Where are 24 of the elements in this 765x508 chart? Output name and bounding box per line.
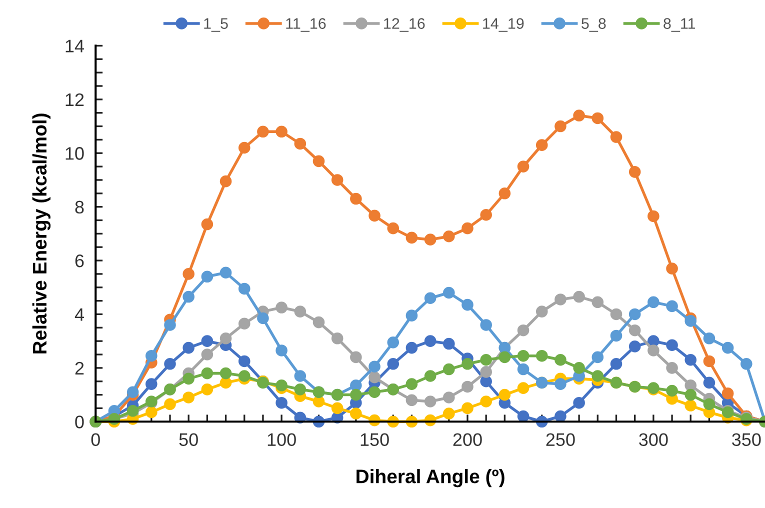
legend-label: 8_11 <box>664 18 696 32</box>
legend-label: 12_16 <box>384 18 425 32</box>
y-tick-label: 2 <box>75 362 84 374</box>
x-axis-title: Diheral Angle (º) <box>356 469 504 488</box>
y-axis-title: Relative Energy (kcal/mol) <box>32 114 51 354</box>
x-tick-label: 0 <box>91 433 100 446</box>
x-tick-label: 50 <box>179 433 198 446</box>
x-tick-label: 250 <box>546 433 575 446</box>
x-tick-label: 350 <box>732 433 761 446</box>
legend-label: 1_5 <box>204 18 228 32</box>
y-tick-label: 6 <box>75 254 84 268</box>
y-tick-label: 0 <box>75 416 84 428</box>
y-tick-label: 14 <box>66 40 84 52</box>
legend-label: 11_16 <box>286 18 326 32</box>
x-tick-label: 150 <box>360 433 389 446</box>
x-tick-label: 100 <box>268 433 296 446</box>
y-tick-label: 12 <box>66 93 84 106</box>
x-tick-label: 300 <box>639 433 668 446</box>
y-tick-label: 8 <box>75 200 84 214</box>
y-tick-label: 4 <box>74 308 84 321</box>
legend-label: 14_19 <box>483 18 524 32</box>
x-tick-label: 200 <box>453 433 482 446</box>
y-tick-label: 10 <box>66 147 84 160</box>
legend-label: 5_8 <box>582 18 606 32</box>
